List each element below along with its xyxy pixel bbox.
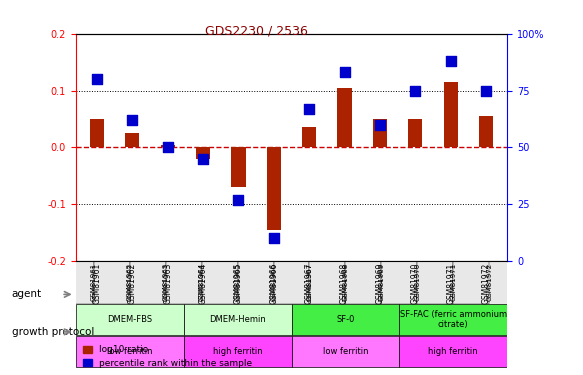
Text: GDS2230 / 2536: GDS2230 / 2536 xyxy=(205,24,308,38)
Text: GSM81964: GSM81964 xyxy=(199,263,205,301)
Bar xyxy=(90,119,104,147)
Text: GSM81967: GSM81967 xyxy=(305,263,314,305)
Point xyxy=(269,235,279,241)
Text: GSM81962: GSM81962 xyxy=(128,263,137,305)
Text: GSM81961: GSM81961 xyxy=(91,263,97,302)
Text: low ferritin: low ferritin xyxy=(107,347,153,356)
Text: GSM81966: GSM81966 xyxy=(269,263,278,305)
Text: agent: agent xyxy=(12,290,42,299)
Point xyxy=(375,122,385,128)
Text: GSM81970: GSM81970 xyxy=(415,263,420,302)
FancyBboxPatch shape xyxy=(417,261,454,304)
Point xyxy=(92,76,101,82)
Text: GSM81965: GSM81965 xyxy=(234,263,241,301)
Bar xyxy=(479,116,493,147)
Bar xyxy=(267,147,281,230)
FancyBboxPatch shape xyxy=(292,304,399,335)
Bar xyxy=(302,128,316,147)
Text: GSM81961: GSM81961 xyxy=(93,263,101,305)
Text: GSM81967: GSM81967 xyxy=(307,263,312,302)
FancyBboxPatch shape xyxy=(399,336,507,367)
Point xyxy=(410,87,420,93)
Bar xyxy=(231,147,245,187)
Text: SF-0: SF-0 xyxy=(336,315,354,324)
Text: GSM81971: GSM81971 xyxy=(450,263,456,302)
Point xyxy=(198,156,208,162)
Text: GSM81964: GSM81964 xyxy=(199,263,208,305)
Text: GSM81969: GSM81969 xyxy=(378,263,384,302)
Point xyxy=(163,144,173,150)
FancyBboxPatch shape xyxy=(184,336,292,367)
FancyBboxPatch shape xyxy=(202,261,238,304)
Text: GSM81966: GSM81966 xyxy=(271,263,276,302)
Text: GSM81965: GSM81965 xyxy=(234,263,243,305)
Bar xyxy=(196,147,210,159)
Text: high ferritin: high ferritin xyxy=(429,347,478,356)
FancyBboxPatch shape xyxy=(292,336,399,367)
Point xyxy=(446,58,455,64)
FancyBboxPatch shape xyxy=(310,261,345,304)
Legend: log10 ratio, percentile rank within the sample: log10 ratio, percentile rank within the … xyxy=(80,342,255,370)
FancyBboxPatch shape xyxy=(184,304,292,335)
Point xyxy=(128,117,137,123)
FancyBboxPatch shape xyxy=(381,261,417,304)
Text: SF-FAC (ferric ammonium
citrate): SF-FAC (ferric ammonium citrate) xyxy=(400,310,507,329)
FancyBboxPatch shape xyxy=(58,261,94,304)
Text: GSM81963: GSM81963 xyxy=(163,263,172,305)
Point xyxy=(482,87,491,93)
Text: GSM81970: GSM81970 xyxy=(411,263,420,305)
Text: DMEM-FBS: DMEM-FBS xyxy=(107,315,152,324)
FancyBboxPatch shape xyxy=(273,261,310,304)
Text: GSM81962: GSM81962 xyxy=(127,263,133,301)
FancyBboxPatch shape xyxy=(129,261,166,304)
Bar xyxy=(338,88,352,147)
FancyBboxPatch shape xyxy=(345,261,381,304)
Text: GSM81969: GSM81969 xyxy=(375,263,384,305)
Text: GSM81971: GSM81971 xyxy=(446,263,455,305)
Bar xyxy=(408,119,422,147)
FancyBboxPatch shape xyxy=(399,304,507,335)
FancyBboxPatch shape xyxy=(454,261,489,304)
Text: GSM81972: GSM81972 xyxy=(486,263,492,301)
Bar xyxy=(125,133,139,147)
Text: GSM81972: GSM81972 xyxy=(482,263,490,305)
Text: DMEM-Hemin: DMEM-Hemin xyxy=(209,315,266,324)
Point xyxy=(304,106,314,112)
Text: GSM81968: GSM81968 xyxy=(340,263,349,305)
Bar xyxy=(373,119,387,147)
FancyBboxPatch shape xyxy=(166,261,202,304)
Text: high ferritin: high ferritin xyxy=(213,347,262,356)
Bar xyxy=(444,82,458,147)
FancyBboxPatch shape xyxy=(238,261,273,304)
Bar xyxy=(161,144,175,147)
Point xyxy=(234,196,243,202)
Text: low ferritin: low ferritin xyxy=(322,347,368,356)
Text: GSM81968: GSM81968 xyxy=(342,263,349,302)
Text: GSM81963: GSM81963 xyxy=(163,263,168,302)
FancyBboxPatch shape xyxy=(76,304,184,335)
FancyBboxPatch shape xyxy=(94,261,129,304)
Point xyxy=(340,69,349,75)
Text: growth protocol: growth protocol xyxy=(12,327,94,337)
FancyBboxPatch shape xyxy=(76,261,507,304)
FancyBboxPatch shape xyxy=(76,336,184,367)
